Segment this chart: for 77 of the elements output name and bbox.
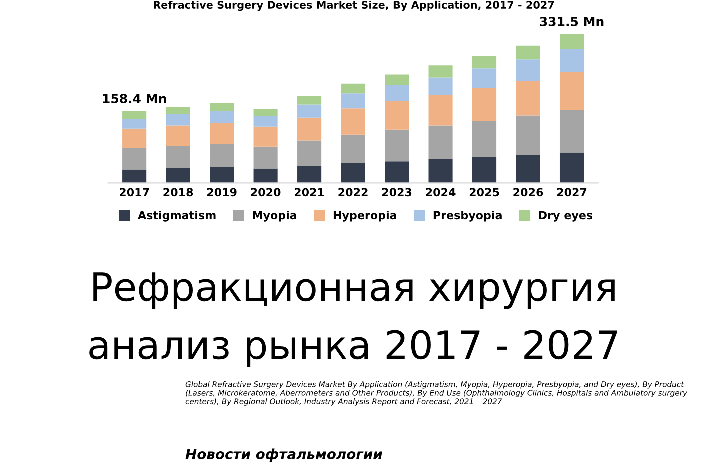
bar (472, 156, 497, 184)
bar (254, 168, 278, 184)
x-tick-label: 2020 (251, 188, 281, 197)
x-tick-label: 2025 (470, 188, 500, 197)
bar (298, 104, 322, 118)
bar (210, 103, 234, 112)
bar (472, 68, 497, 88)
bar (341, 94, 366, 109)
bar (428, 66, 453, 78)
bar (385, 130, 410, 162)
bar (560, 110, 584, 153)
legend-label: Dry eyes (539, 211, 593, 222)
x-tick-label: 2019 (207, 188, 237, 197)
bar (166, 126, 190, 146)
bar (254, 108, 278, 117)
x-tick-label: 2017 (120, 188, 150, 197)
bar (341, 134, 366, 164)
bar (122, 170, 147, 184)
bar (254, 146, 278, 169)
bar (254, 116, 278, 127)
bar (298, 96, 322, 105)
bar (341, 164, 366, 184)
bar (298, 118, 322, 141)
x-tick-label: 2026 (514, 188, 544, 197)
x-tick-label: 2018 (164, 188, 194, 197)
x-tick-label: 2023 (382, 188, 412, 197)
bar (122, 128, 147, 148)
bar (166, 146, 190, 168)
bar (254, 126, 278, 147)
chart-title: Refractive Surgery Devices Market Size, By Application, 2017 - 2027 (154, 0, 554, 12)
bar (385, 102, 410, 130)
bar (341, 108, 366, 135)
bar (298, 140, 322, 166)
bar (472, 56, 497, 69)
bar (428, 159, 453, 184)
bar (560, 72, 584, 110)
bar (385, 74, 410, 86)
bar (428, 95, 453, 126)
bar (385, 162, 410, 184)
text: Новости офтальмологии (186, 448, 382, 462)
bar (516, 155, 540, 184)
bar (428, 78, 453, 96)
bar (166, 168, 190, 184)
bar (166, 114, 190, 126)
legend-label: Presbyopia (434, 210, 502, 222)
bar (560, 34, 584, 50)
bar (210, 123, 234, 144)
bar (516, 46, 540, 60)
bar (122, 111, 147, 120)
bar (472, 88, 497, 121)
bar (560, 152, 584, 184)
annotation: 331.5 Mn (540, 17, 604, 26)
bar (516, 60, 540, 82)
bar (516, 81, 540, 116)
bar (122, 148, 147, 170)
legend-label: Astigmatism (138, 210, 216, 222)
bar (472, 120, 497, 157)
x-tick-label: 2022 (338, 188, 368, 197)
bar (122, 119, 147, 129)
bar (516, 116, 540, 156)
bar (428, 126, 453, 160)
x-tick-label: 2027 (557, 188, 587, 197)
legend-label: Myopia (253, 210, 297, 222)
legend-label: Hyperopia (334, 210, 396, 222)
x-tick-label: 2024 (426, 188, 456, 197)
x-tick-label: 2021 (294, 188, 324, 197)
text: анализ рынка 2017 - 2027 (90, 330, 618, 368)
bar (210, 144, 234, 168)
bar (385, 85, 410, 102)
bar (298, 166, 322, 184)
bar (166, 107, 190, 114)
annotation: 158.4 Mn (103, 94, 166, 104)
bar (560, 49, 584, 72)
text: Рефракционная хирургия (94, 272, 615, 310)
bar (341, 84, 366, 94)
bar (210, 168, 234, 184)
bar (210, 111, 234, 124)
